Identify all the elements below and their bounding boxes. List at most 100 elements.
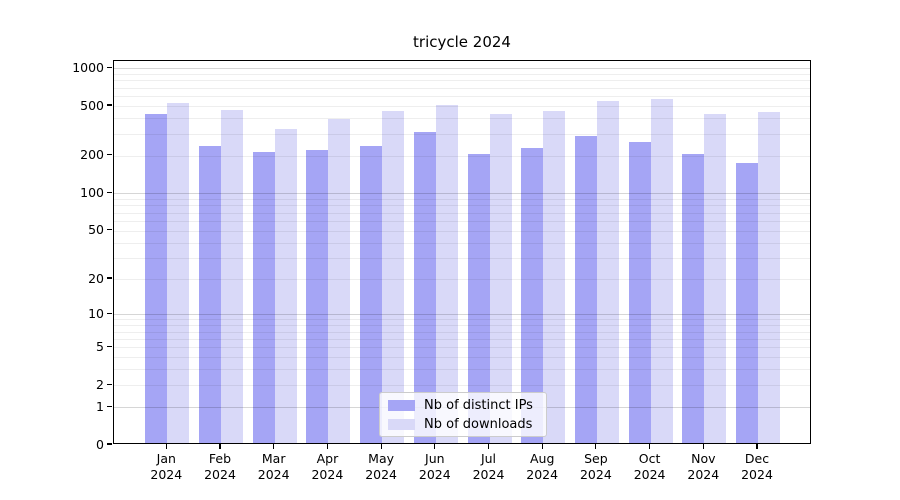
x-tick-year-aug: 2024 [526, 466, 559, 482]
bar-ips-nov [682, 153, 705, 443]
x-tick-year-jun: 2024 [418, 466, 451, 482]
gridline-minor-800 [114, 80, 810, 82]
bar-ips-jan [145, 114, 168, 443]
y-tick-100 [107, 191, 112, 193]
x-tick-feb [219, 444, 221, 449]
x-tick-month-may: May [368, 451, 395, 466]
legend-item-downloads: Nb of downloads [388, 417, 538, 432]
legend-swatch-downloads [388, 418, 415, 430]
bar-ips-mar [252, 152, 275, 443]
x-tick-year-apr: 2024 [311, 466, 344, 482]
x-tick-year-oct: 2024 [633, 466, 666, 482]
x-tick-sep [595, 444, 597, 449]
x-tick-label-dec: Dec 2024 [729, 451, 785, 482]
x-tick-month-sep: Sep [584, 451, 608, 466]
x-tick-label-aug: Aug 2024 [514, 451, 570, 482]
y-tick-label-2: 2 [96, 376, 104, 392]
x-tick-mar [273, 444, 275, 449]
y-tick-label-1000: 1000 [72, 59, 104, 75]
x-tick-year-feb: 2024 [204, 466, 236, 482]
y-tick-200 [107, 154, 112, 156]
x-tick-month-jan: Jan [156, 451, 176, 466]
bar-ips-jul [467, 154, 490, 443]
x-tick-month-apr: Apr [316, 451, 339, 466]
x-tick-label-may: May 2024 [353, 451, 409, 482]
x-tick-month-nov: Nov [691, 451, 716, 466]
bar-ips-dec [736, 162, 758, 443]
y-tick-label-20: 20 [88, 270, 104, 286]
bar-downloads-nov [704, 114, 727, 443]
bar-downloads-sep [596, 101, 619, 443]
y-tick-label-10: 10 [88, 305, 104, 321]
x-tick-year-may: 2024 [365, 466, 397, 482]
bar-ips-feb [199, 145, 221, 443]
legend-label-distinct-ips: Nb of distinct IPs [424, 397, 533, 413]
x-tick-month-aug: Aug [529, 451, 555, 466]
x-tick-year-jan: 2024 [150, 466, 183, 482]
y-tick-5 [107, 345, 112, 347]
y-tick-label-500: 500 [80, 97, 104, 113]
gridline-minor-500 [114, 106, 810, 108]
bar-downloads-feb [221, 110, 243, 443]
bar-downloads-aug [543, 111, 566, 443]
x-tick-label-apr: Apr 2024 [299, 451, 355, 482]
y-tick-label-5: 5 [96, 338, 104, 354]
chart-title: tricycle 2024 [413, 33, 511, 51]
x-tick-may [380, 444, 382, 449]
y-tick-50 [107, 229, 112, 231]
x-tick-nov [702, 444, 704, 449]
bar-downloads-jan [167, 103, 190, 443]
y-tick-0 [107, 443, 112, 445]
x-tick-month-dec: Dec [744, 451, 770, 466]
x-tick-label-nov: Nov 2024 [675, 451, 731, 482]
bar-ips-apr [306, 149, 329, 443]
gridline-minor-700 [114, 87, 810, 89]
legend-swatch-distinct-ips [388, 399, 415, 411]
legend: Nb of distinct IPs Nb of downloads [379, 392, 547, 437]
y-tick-20 [107, 277, 112, 279]
plot-area [113, 60, 811, 444]
x-tick-month-feb: Feb [208, 451, 232, 466]
x-tick-label-sep: Sep 2024 [568, 451, 624, 482]
x-tick-oct [649, 444, 651, 449]
bar-downloads-jun [435, 105, 458, 443]
bar-ips-may [360, 145, 383, 443]
x-tick-jul [487, 444, 490, 449]
y-tick-label-1: 1 [96, 398, 104, 414]
bar-downloads-may [382, 111, 405, 443]
x-tick-year-jul: 2024 [472, 466, 505, 482]
x-tick-year-mar: 2024 [257, 466, 290, 482]
x-tick-label-feb: Feb 2024 [192, 451, 248, 482]
x-tick-month-mar: Mar [261, 451, 286, 466]
x-tick-label-jan: Jan 2024 [138, 451, 194, 482]
bar-downloads-apr [328, 119, 351, 443]
gridline-minor-600 [114, 96, 810, 98]
x-tick-year-dec: 2024 [741, 466, 773, 482]
x-tick-year-nov: 2024 [687, 466, 720, 482]
y-tick-label-100: 100 [80, 184, 104, 200]
x-tick-month-jun: Jun [425, 451, 445, 466]
bar-downloads-oct [650, 99, 673, 443]
x-tick-label-jul: Jul 2024 [461, 451, 517, 482]
bar-ips-oct [628, 141, 651, 443]
bar-ips-sep [574, 135, 597, 443]
legend-label-downloads: Nb of downloads [424, 416, 533, 432]
y-tick-10 [107, 312, 112, 314]
x-tick-apr [326, 444, 328, 449]
x-tick-jan [165, 444, 167, 449]
y-tick-1 [107, 405, 112, 407]
y-tick-label-0: 0 [96, 436, 104, 452]
x-tick-dec [756, 444, 758, 449]
gridline-major-1000 [114, 68, 810, 70]
x-tick-label-jun: Jun 2024 [407, 451, 463, 482]
bar-ips-aug [521, 148, 544, 443]
x-tick-aug [541, 444, 543, 449]
legend-item-distinct-ips: Nb of distinct IPs [388, 398, 538, 413]
gridline-minor-900 [114, 74, 810, 76]
y-tick-500 [107, 104, 112, 106]
x-tick-year-sep: 2024 [579, 466, 612, 482]
bar-downloads-jul [489, 114, 512, 443]
y-tick-1000 [107, 66, 112, 68]
y-tick-2 [107, 383, 112, 385]
